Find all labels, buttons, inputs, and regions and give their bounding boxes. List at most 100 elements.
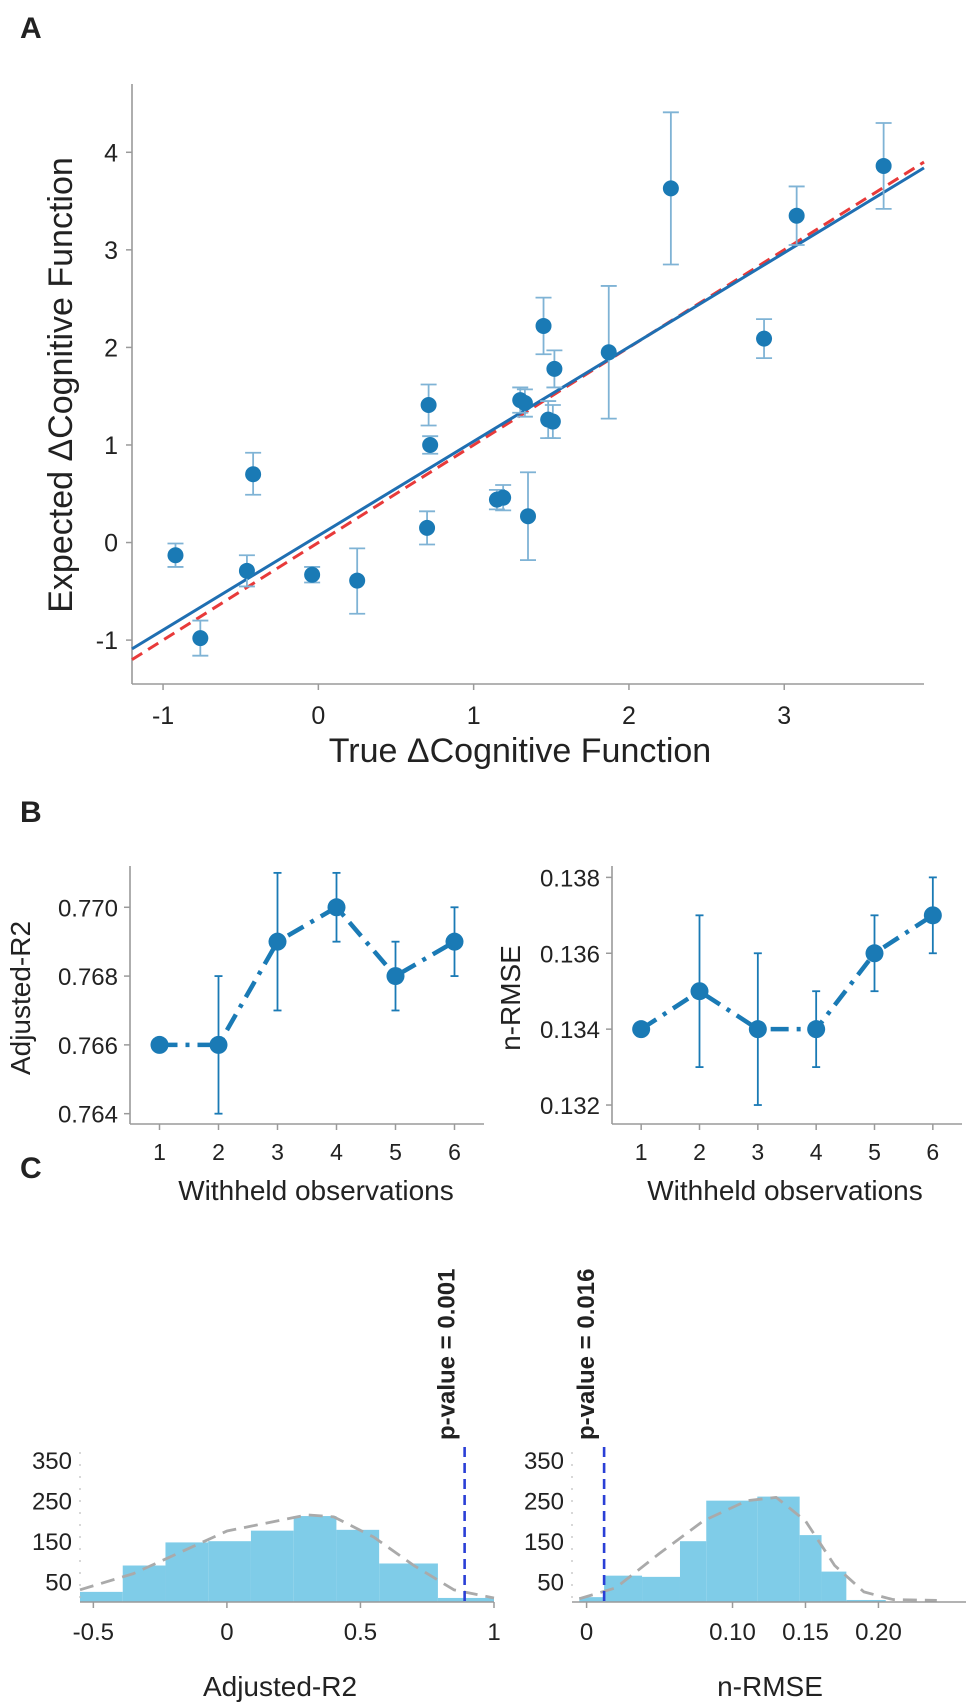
panel-b2-point [690,982,709,1001]
panel-c1-bar [379,1563,438,1602]
panel-a-xlabel: True ΔCognitive Function [329,732,711,770]
panel-c2-x-tick-label: 0.20 [855,1619,902,1646]
panel-c-nrmse-histogram: 0 0.10 0.15 0.20 50 150 250 350 [524,1447,966,1646]
panel-a-point [662,180,679,197]
panel-a-point [600,344,617,361]
panel-a-x-tick-label: 1 [467,702,481,730]
panel-b1-x-tick-label: 6 [448,1139,461,1165]
panel-c2-bar [757,1496,800,1602]
panel-b1-y-tick-label: 0.766 [58,1033,118,1060]
panel-b2-y-tick-label: 0.136 [540,941,600,968]
panel-c1-bar [208,1541,251,1602]
panel-c1-x-tick-label: 0.5 [344,1619,377,1646]
panel-b2-x-tick-label: 2 [693,1139,706,1165]
panel-b2-x-tick-label: 1 [635,1139,648,1165]
panel-c2-bar [642,1576,680,1602]
panel-a-y-tick-label: -1 [96,627,118,655]
panel-c1-xlabel: Adjusted-R2 [203,1671,357,1702]
panel-b2-y-tick-label: 0.138 [540,865,600,892]
panel-c2-bar [679,1541,707,1602]
panel-a-x-tick-label: -1 [152,702,174,730]
panel-c1-bar [336,1529,380,1602]
panel-c2-y-tick-label: 350 [524,1448,564,1475]
panel-a-point [546,360,563,377]
panel-a-point [495,489,512,506]
panel-c1-y-tick-label: 50 [45,1570,72,1597]
panel-b1-series-line [159,904,456,1048]
panel-c2-x-tick-label: 0.10 [709,1619,756,1646]
panel-a-point [304,566,321,583]
panel-c2-y-tick-label: 50 [537,1570,564,1597]
panel-b1-y-tick-label: 0.770 [58,895,118,922]
panel-c2-y-tick-label: 250 [524,1489,564,1516]
panel-b2-x-tick-label: 3 [751,1139,764,1165]
panel-b2-point [923,906,942,925]
panel-label-a: A [20,12,42,45]
panel-a-point [756,330,773,347]
panel-a-x-tick-label: 0 [311,702,325,730]
panel-b1-xlabel: Withheld observations [178,1175,453,1206]
panel-b2-x-tick-label: 4 [810,1139,823,1165]
panel-b1-x-tick-label: 3 [271,1139,284,1165]
panel-a-point [420,396,437,413]
panel-c2-bar [706,1500,758,1602]
panel-a-point [245,466,262,483]
panel-a-point [192,630,209,647]
panel-a-y-tick-label: 4 [104,139,118,167]
panel-c1-bar [293,1516,337,1602]
panel-b1-y-tick-label: 0.764 [58,1102,118,1129]
panel-c2-annotation: p-value = 0.016 [573,1269,600,1440]
panel-b2-y-tick-label: 0.134 [540,1017,600,1044]
panel-a-point [349,572,366,589]
panel-a-identity-line [131,160,925,661]
panel-a-point [520,508,536,525]
panel-a-point [422,436,439,453]
panel-a-ylabel: Expected ΔCognitive Function [42,157,80,613]
panel-b1-y-tick-label: 0.768 [58,964,118,991]
panel-b2-series-line [639,913,935,1032]
panel-c1-bar [437,1597,494,1602]
panel-b2-point [632,1020,651,1039]
panel-b2-ylabel: n-RMSE [495,945,526,1051]
panel-b1-x-tick-label: 1 [153,1139,166,1165]
panel-a-x-tick-label: 2 [622,702,636,730]
panel-b1-x-tick-label: 5 [389,1139,402,1165]
panel-c2-bar [799,1535,822,1602]
panel-c1-bar [250,1530,294,1602]
panel-c2-bar [579,1597,605,1602]
panel-b2-point [748,1020,767,1039]
panel-c2-x-tick-label: 0 [580,1619,593,1646]
panel-a-point [788,207,805,224]
panel-c1-bar [122,1565,166,1602]
panel-a-point [544,413,561,430]
panel-c1-bar [80,1591,123,1602]
panel-a-point [875,157,892,174]
panel-b2-x-tick-label: 6 [926,1139,939,1165]
panel-c2-xlabel: n-RMSE [717,1671,823,1702]
panel-c1-x-tick-label: -0.5 [73,1619,114,1646]
panel-c1-density-curve [79,1513,495,1600]
panel-c1-y-tick-label: 250 [32,1489,72,1516]
panel-b1-x-tick-label: 2 [212,1139,225,1165]
panel-b1-x-tick-label: 4 [330,1139,343,1165]
panel-a-y-tick-label: 1 [104,432,118,460]
panel-b1-point [445,932,464,951]
panel-c1-annotation: p-value = 0.001 [434,1269,461,1440]
panel-b1-ylabel: Adjusted-R2 [5,921,36,1075]
panel-c1-bar [165,1542,209,1602]
panel-a-y-tick-label: 3 [104,237,118,265]
panel-a-point [419,519,436,536]
panel-b1-point [327,898,346,917]
panel-a-point [535,317,552,334]
panel-b2-x-tick-label: 5 [868,1139,881,1165]
panel-c2-bar [821,1571,847,1602]
panel-c2-density-curve [578,1496,937,1602]
panel-b2-y-tick-label: 0.132 [540,1093,600,1120]
panel-b2-xlabel: Withheld observations [647,1175,922,1206]
panel-a-y-tick-label: 0 [104,530,118,558]
panel-c1-y-tick-label: 350 [32,1448,72,1475]
panel-a-point [167,547,184,564]
panel-c1-y-tick-label: 150 [32,1529,72,1556]
panel-c1-x-tick-label: 1 [487,1619,500,1646]
